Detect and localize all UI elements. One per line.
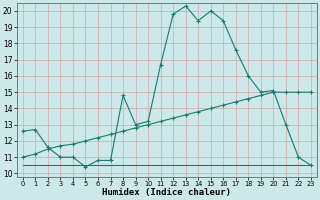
X-axis label: Humidex (Indice chaleur): Humidex (Indice chaleur) [102,188,231,197]
